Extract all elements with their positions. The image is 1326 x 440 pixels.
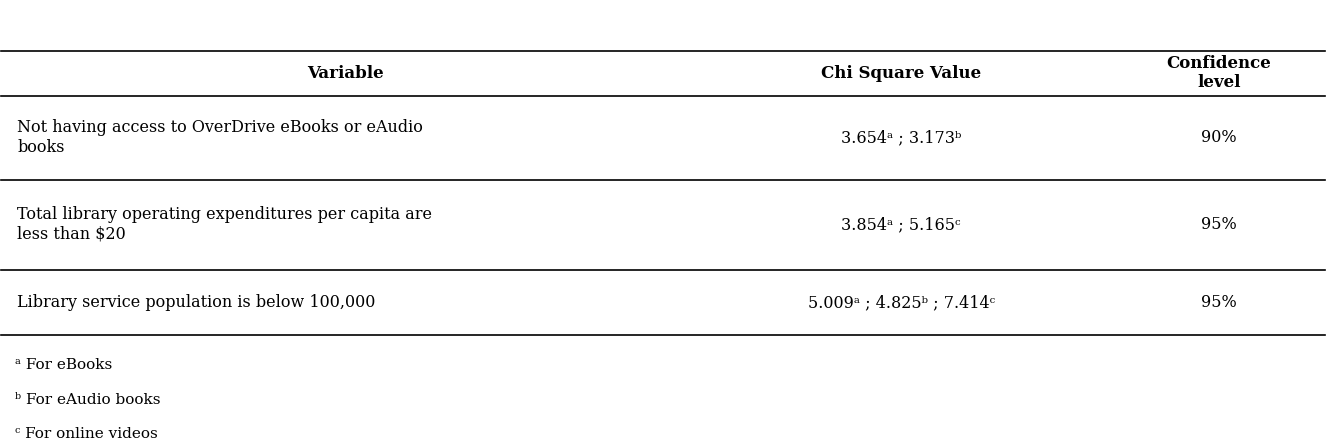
Text: ᵃ For eBooks: ᵃ For eBooks — [15, 358, 111, 372]
Text: Library service population is below 100,000: Library service population is below 100,… — [17, 294, 375, 311]
Text: Chi Square Value: Chi Square Value — [821, 65, 981, 81]
Text: Not having access to OverDrive eBooks or eAudio
books: Not having access to OverDrive eBooks or… — [17, 119, 423, 156]
Text: 95%: 95% — [1201, 294, 1237, 311]
Text: 3.654ᵃ ; 3.173ᵇ: 3.654ᵃ ; 3.173ᵇ — [841, 129, 961, 146]
Text: 3.854ᵃ ; 5.165ᶜ: 3.854ᵃ ; 5.165ᶜ — [842, 216, 961, 233]
Text: ᶜ For online videos: ᶜ For online videos — [15, 427, 158, 440]
Text: 95%: 95% — [1201, 216, 1237, 233]
Text: 90%: 90% — [1201, 129, 1237, 146]
Text: Confidence
level: Confidence level — [1167, 55, 1272, 92]
Text: Variable: Variable — [308, 65, 383, 81]
Text: 5.009ᵃ ; 4.825ᵇ ; 7.414ᶜ: 5.009ᵃ ; 4.825ᵇ ; 7.414ᶜ — [808, 294, 994, 311]
Text: Total library operating expenditures per capita are
less than $20: Total library operating expenditures per… — [17, 206, 432, 243]
Text: ᵇ For eAudio books: ᵇ For eAudio books — [15, 392, 160, 407]
